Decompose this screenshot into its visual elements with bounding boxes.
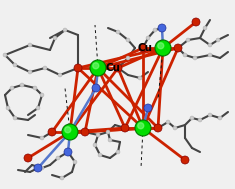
Circle shape [93,63,99,69]
Circle shape [62,124,78,140]
Circle shape [153,28,157,32]
Circle shape [3,53,7,57]
Circle shape [192,18,200,26]
Circle shape [28,70,32,74]
Circle shape [173,126,177,130]
Circle shape [28,43,32,47]
Circle shape [190,116,194,120]
Circle shape [155,40,171,56]
Circle shape [65,127,71,133]
Circle shape [208,113,212,117]
Circle shape [93,143,97,147]
Circle shape [106,130,110,134]
Circle shape [96,133,100,137]
Circle shape [126,56,130,60]
Circle shape [183,53,187,57]
Text: Cu: Cu [138,43,153,53]
Circle shape [90,60,106,76]
Circle shape [166,120,170,124]
Circle shape [181,156,189,164]
Circle shape [135,120,151,136]
Circle shape [193,56,197,60]
Circle shape [43,66,47,70]
Circle shape [218,116,222,120]
Circle shape [154,124,162,132]
Circle shape [158,43,164,49]
Circle shape [146,36,150,40]
Circle shape [98,153,102,157]
Circle shape [58,73,62,77]
Circle shape [208,53,212,57]
Circle shape [20,83,24,87]
Circle shape [114,64,122,72]
Circle shape [144,104,152,112]
Text: Cu: Cu [106,63,121,73]
Circle shape [116,30,120,34]
Circle shape [40,136,44,140]
Circle shape [81,128,89,136]
Circle shape [53,36,57,40]
Circle shape [121,124,129,132]
Circle shape [174,44,182,52]
Circle shape [74,64,82,72]
Circle shape [56,156,60,160]
Circle shape [126,38,130,42]
Circle shape [92,84,100,92]
Circle shape [48,128,56,136]
Circle shape [108,138,112,142]
Circle shape [33,86,37,90]
Circle shape [60,176,64,180]
Circle shape [34,164,42,172]
Circle shape [139,44,147,52]
Circle shape [116,150,120,154]
Circle shape [6,106,10,110]
Circle shape [158,24,166,32]
Circle shape [13,116,17,120]
Circle shape [40,93,44,97]
Circle shape [203,26,207,30]
Circle shape [64,148,72,156]
Circle shape [198,118,202,122]
Circle shape [40,166,44,170]
Circle shape [138,123,144,129]
Circle shape [24,154,32,162]
Circle shape [186,38,190,42]
Circle shape [216,38,220,42]
Circle shape [10,86,14,90]
Circle shape [73,160,77,164]
Circle shape [208,43,212,47]
Circle shape [13,63,17,67]
Circle shape [138,76,142,80]
Circle shape [63,28,67,32]
Circle shape [36,106,40,110]
